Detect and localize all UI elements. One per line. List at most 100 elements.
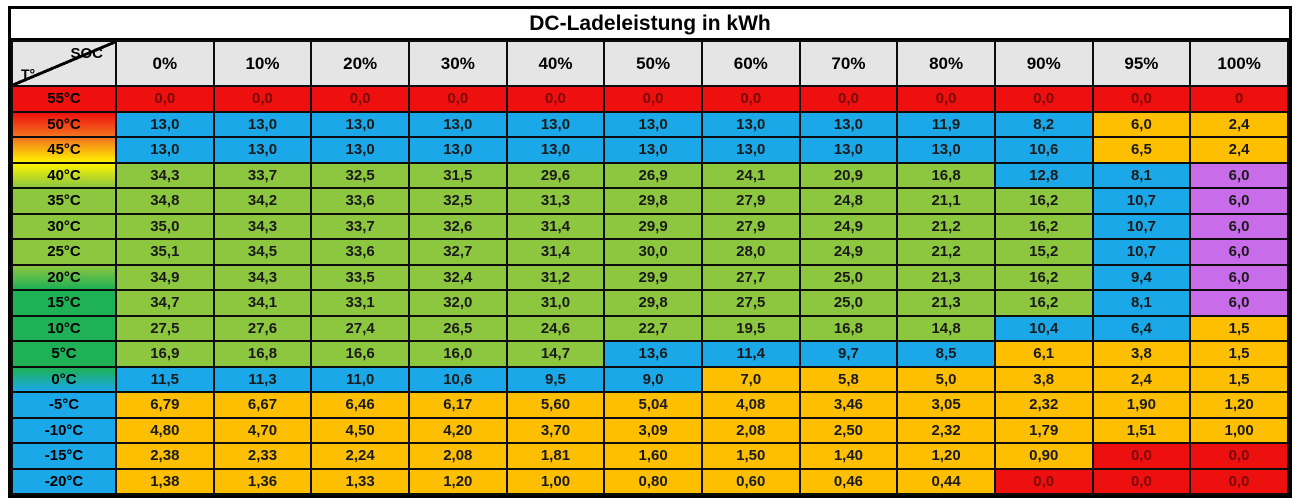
cell--20cc-40pct: 1,00 bbox=[505, 467, 606, 495]
cell--5cc-95pct: 1,90 bbox=[1091, 391, 1192, 419]
cell--10cc-20pct: 4,50 bbox=[310, 416, 410, 444]
cell-50cc-20pct: 13,0 bbox=[310, 110, 410, 138]
cell-35cc-10pct: 34,2 bbox=[212, 187, 313, 215]
cell-50cc-0pct: 13,0 bbox=[115, 110, 215, 138]
cell--10cc-70pct: 2,50 bbox=[798, 416, 899, 444]
cell-5cc-60pct: 11,4 bbox=[700, 340, 801, 368]
cell-55cc-50pct: 0,0 bbox=[603, 85, 703, 113]
table-row-50cc: 50°C 13,0 13,0 13,0 13,0 13,0 13,0 13,0 13,0 11,9… bbox=[11, 110, 1289, 138]
cell--15cc-50pct: 1,60 bbox=[603, 442, 703, 470]
cell-35cc-100pct: 6,0 bbox=[1189, 187, 1289, 215]
row-header-10cc: 10°C bbox=[11, 314, 117, 342]
cell-0cc-20pct: 11,0 bbox=[310, 365, 410, 393]
row-header-50cc: 50°C bbox=[11, 110, 117, 138]
cell-50cc-80pct: 11,9 bbox=[896, 110, 996, 138]
table-row-40cc: 40°C 34,3 33,7 32,5 31,5 29,6 26,9 24,1 20,9 16,8… bbox=[11, 161, 1289, 189]
cell-20cc-95pct: 9,4 bbox=[1091, 263, 1192, 291]
cell--15cc-100pct: 0,0 bbox=[1189, 442, 1289, 470]
cell-25cc-100pct: 6,0 bbox=[1189, 238, 1289, 266]
cell--15cc-60pct: 1,50 bbox=[700, 442, 801, 470]
cell--10cc-60pct: 2,08 bbox=[700, 416, 801, 444]
cell--10cc-100pct: 1,00 bbox=[1189, 416, 1289, 444]
cell--5cc-60pct: 4,08 bbox=[700, 391, 801, 419]
cell--20cc-90pct: 0,0 bbox=[993, 467, 1094, 495]
cell-50cc-60pct: 13,0 bbox=[700, 110, 801, 138]
cell--20cc-70pct: 0,46 bbox=[798, 467, 899, 495]
cell--15cc-40pct: 1,81 bbox=[505, 442, 606, 470]
cell-0cc-40pct: 9,5 bbox=[505, 365, 606, 393]
cell-40cc-30pct: 31,5 bbox=[407, 161, 508, 189]
table-row-5cc: 5°C 16,9 16,8 16,6 16,0 14,7 13,6 11,4 9,7 8,5 6,1… bbox=[11, 340, 1289, 368]
cell-15cc-40pct: 31,0 bbox=[505, 289, 606, 317]
cell--15cc-95pct: 0,0 bbox=[1091, 442, 1192, 470]
cell-30cc-95pct: 10,7 bbox=[1091, 212, 1192, 240]
cell-10cc-60pct: 19,5 bbox=[700, 314, 801, 342]
table-row--15cc: -15°C 2,38 2,33 2,24 2,08 1,81 1,60 1,50 1,40 1,2… bbox=[11, 442, 1289, 470]
row-header-0cc: 0°C bbox=[11, 365, 117, 393]
cell--5cc-50pct: 5,04 bbox=[603, 391, 703, 419]
cell-55cc-100pct: 0 bbox=[1189, 85, 1289, 113]
cell-20cc-100pct: 6,0 bbox=[1189, 263, 1289, 291]
cell-55cc-95pct: 0,0 bbox=[1091, 85, 1192, 113]
cell-10cc-0pct: 27,5 bbox=[115, 314, 215, 342]
cell-10cc-20pct: 27,4 bbox=[310, 314, 410, 342]
cell-50cc-50pct: 13,0 bbox=[603, 110, 703, 138]
cell-5cc-0pct: 16,9 bbox=[115, 340, 215, 368]
cell-10cc-30pct: 26,5 bbox=[407, 314, 508, 342]
cell--20cc-80pct: 0,44 bbox=[896, 467, 996, 495]
cell--20cc-50pct: 0,80 bbox=[603, 467, 703, 495]
column-header-40pct: 40% bbox=[505, 40, 606, 87]
cell-55cc-30pct: 0,0 bbox=[407, 85, 508, 113]
cell-40cc-70pct: 20,9 bbox=[798, 161, 899, 189]
table-row-55cc: 55°C 0,0 0,0 0,0 0,0 0,0 0,0 0,0 0,0 0,0 0,0 0,0 0 bbox=[11, 85, 1289, 113]
cell-30cc-30pct: 32,6 bbox=[407, 212, 508, 240]
row-header--5cc: -5°C bbox=[11, 391, 117, 419]
cell--10cc-90pct: 1,79 bbox=[993, 416, 1094, 444]
column-header-20pct: 20% bbox=[310, 40, 410, 87]
cell-15cc-20pct: 33,1 bbox=[310, 289, 410, 317]
table-header: SOC T° 0% 10% 20% 30% 40% 50% 60% 70% 80% 90% 95% 1… bbox=[11, 40, 1289, 87]
cell--15cc-0pct: 2,38 bbox=[115, 442, 215, 470]
cell--5cc-0pct: 6,79 bbox=[115, 391, 215, 419]
cell-25cc-95pct: 10,7 bbox=[1091, 238, 1192, 266]
cell-45cc-30pct: 13,0 bbox=[407, 136, 508, 164]
cell-0cc-50pct: 9,0 bbox=[603, 365, 703, 393]
cell-0cc-90pct: 3,8 bbox=[993, 365, 1094, 393]
cell-45cc-0pct: 13,0 bbox=[115, 136, 215, 164]
cell-25cc-30pct: 32,7 bbox=[407, 238, 508, 266]
cell-20cc-80pct: 21,3 bbox=[896, 263, 996, 291]
cell-30cc-80pct: 21,2 bbox=[896, 212, 996, 240]
cell--10cc-80pct: 2,32 bbox=[896, 416, 996, 444]
cell-40cc-90pct: 12,8 bbox=[993, 161, 1094, 189]
cell-0cc-10pct: 11,3 bbox=[212, 365, 313, 393]
cell-5cc-10pct: 16,8 bbox=[212, 340, 313, 368]
table-row--10cc: -10°C 4,80 4,70 4,50 4,20 3,70 3,09 2,08 2,50 2,3… bbox=[11, 416, 1289, 444]
cell--10cc-10pct: 4,70 bbox=[212, 416, 313, 444]
table-row-45cc: 45°C 13,0 13,0 13,0 13,0 13,0 13,0 13,0 13,0 13,0… bbox=[11, 136, 1289, 164]
cell-5cc-100pct: 1,5 bbox=[1189, 340, 1289, 368]
cell-15cc-80pct: 21,3 bbox=[896, 289, 996, 317]
cell-35cc-70pct: 24,8 bbox=[798, 187, 899, 215]
cell-0cc-60pct: 7,0 bbox=[700, 365, 801, 393]
cell-40cc-100pct: 6,0 bbox=[1189, 161, 1289, 189]
row-header--10cc: -10°C bbox=[11, 416, 117, 444]
cell-35cc-95pct: 10,7 bbox=[1091, 187, 1192, 215]
cell--10cc-30pct: 4,20 bbox=[407, 416, 508, 444]
cell--5cc-90pct: 2,32 bbox=[993, 391, 1094, 419]
cell-5cc-40pct: 14,7 bbox=[505, 340, 606, 368]
cell-25cc-40pct: 31,4 bbox=[505, 238, 606, 266]
cell-50cc-30pct: 13,0 bbox=[407, 110, 508, 138]
cell-0cc-0pct: 11,5 bbox=[115, 365, 215, 393]
cell-40cc-40pct: 29,6 bbox=[505, 161, 606, 189]
cell-5cc-70pct: 9,7 bbox=[798, 340, 899, 368]
cell--5cc-100pct: 1,20 bbox=[1189, 391, 1289, 419]
row-header-55cc: 55°C bbox=[11, 85, 117, 113]
cell-10cc-10pct: 27,6 bbox=[212, 314, 313, 342]
cell--15cc-30pct: 2,08 bbox=[407, 442, 508, 470]
cell-55cc-20pct: 0,0 bbox=[310, 85, 410, 113]
cell--5cc-40pct: 5,60 bbox=[505, 391, 606, 419]
cell--20cc-30pct: 1,20 bbox=[407, 467, 508, 495]
cell-30cc-50pct: 29,9 bbox=[603, 212, 703, 240]
row-header-40cc: 40°C bbox=[11, 161, 117, 189]
table-row-15cc: 15°C 34,7 34,1 33,1 32,0 31,0 29,8 27,5 25,0 21,3… bbox=[11, 289, 1289, 317]
